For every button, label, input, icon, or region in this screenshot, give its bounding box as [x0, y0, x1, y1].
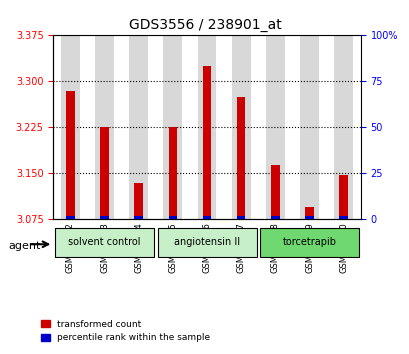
Bar	[231, 35, 250, 219]
Text: solvent control: solvent control	[68, 238, 140, 247]
Bar	[61, 35, 80, 219]
Bar	[66, 216, 74, 219]
Bar	[305, 207, 313, 219]
FancyBboxPatch shape	[259, 228, 358, 257]
Bar	[95, 35, 114, 219]
FancyBboxPatch shape	[55, 228, 154, 257]
Text: GDS3556 / 238901_at: GDS3556 / 238901_at	[128, 18, 281, 32]
Bar	[202, 66, 211, 219]
Legend: transformed count, percentile rank within the sample: transformed count, percentile rank withi…	[37, 316, 213, 346]
Bar	[134, 216, 143, 219]
Bar	[333, 35, 352, 219]
Bar	[197, 35, 216, 219]
Text: agent: agent	[8, 241, 40, 251]
Bar	[168, 127, 177, 219]
Bar	[236, 216, 245, 219]
Bar	[270, 216, 279, 219]
Bar	[236, 97, 245, 219]
Bar	[100, 216, 108, 219]
Bar	[339, 175, 347, 219]
Bar	[339, 216, 347, 219]
Bar	[270, 165, 279, 219]
Bar	[129, 35, 148, 219]
Bar	[168, 216, 177, 219]
Bar	[100, 127, 108, 219]
Bar	[299, 35, 318, 219]
Text: torcetrapib: torcetrapib	[282, 238, 336, 247]
Bar	[305, 216, 313, 219]
Bar	[163, 35, 182, 219]
Bar	[265, 35, 284, 219]
Text: angiotensin II: angiotensin II	[173, 238, 240, 247]
Bar	[202, 216, 211, 219]
Bar	[134, 183, 143, 219]
Bar	[66, 91, 74, 219]
FancyBboxPatch shape	[157, 228, 256, 257]
